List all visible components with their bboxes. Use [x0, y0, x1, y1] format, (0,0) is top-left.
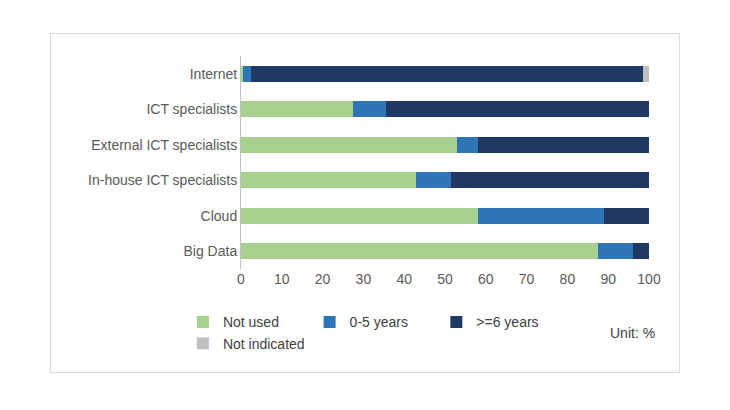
- svg-text:In-house ICT specialists: In-house ICT specialists: [88, 172, 237, 188]
- svg-text:External ICT specialists: External ICT specialists: [91, 137, 237, 153]
- svg-text:Unit: %: Unit: %: [610, 325, 655, 341]
- svg-text:Cloud: Cloud: [201, 208, 238, 224]
- svg-text:30: 30: [356, 271, 372, 287]
- svg-text:ICT specialists: ICT specialists: [146, 101, 237, 117]
- svg-text:80: 80: [560, 271, 576, 287]
- svg-text:60: 60: [478, 271, 494, 287]
- svg-text:Big Data: Big Data: [183, 243, 237, 259]
- svg-text:100: 100: [637, 271, 661, 287]
- svg-text:70: 70: [519, 271, 535, 287]
- svg-text:40: 40: [396, 271, 412, 287]
- svg-text:Not used: Not used: [223, 314, 279, 330]
- svg-text:90: 90: [600, 271, 616, 287]
- svg-text:>=6 years: >=6 years: [476, 314, 538, 330]
- svg-text:10: 10: [274, 271, 290, 287]
- svg-text:50: 50: [437, 271, 453, 287]
- svg-text:0: 0: [237, 271, 245, 287]
- svg-text:0-5 years: 0-5 years: [350, 314, 408, 330]
- svg-text:Not indicated: Not indicated: [223, 336, 305, 352]
- svg-text:20: 20: [315, 271, 331, 287]
- svg-text:Internet: Internet: [190, 66, 238, 82]
